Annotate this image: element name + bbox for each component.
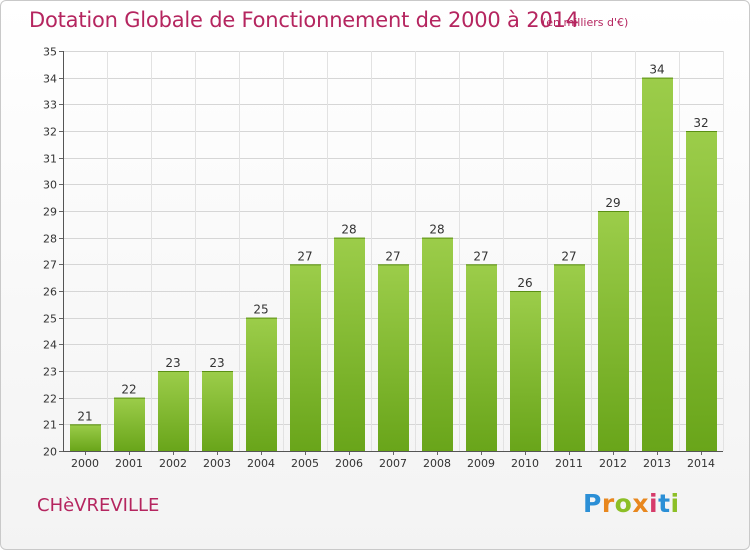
x-tick-label: 2009 xyxy=(467,457,495,470)
y-tick-label: 25 xyxy=(43,313,57,326)
y-tick-label: 30 xyxy=(43,179,57,192)
data-label: 34 xyxy=(649,63,664,77)
bar xyxy=(114,397,145,451)
bar xyxy=(202,371,233,451)
data-label: 27 xyxy=(473,249,488,263)
logo-letter: i xyxy=(670,489,680,518)
data-label: 29 xyxy=(605,196,620,210)
y-tick-label: 29 xyxy=(43,206,57,219)
y-tick-label: 34 xyxy=(43,73,57,86)
data-label: 28 xyxy=(429,223,444,237)
data-label: 22 xyxy=(121,383,136,397)
data-label: 32 xyxy=(693,116,708,130)
axes xyxy=(59,51,723,455)
x-tick-label: 2008 xyxy=(423,457,451,470)
bar xyxy=(70,424,101,451)
x-tick-label: 2001 xyxy=(115,457,143,470)
x-tick-label: 2011 xyxy=(555,457,583,470)
data-label: 27 xyxy=(385,249,400,263)
data-label: 27 xyxy=(297,249,312,263)
y-tick-label: 23 xyxy=(43,366,57,379)
y-tick-label: 32 xyxy=(43,126,57,139)
bar xyxy=(642,77,673,452)
logo-letter: x xyxy=(632,489,649,518)
y-tick-label: 20 xyxy=(43,446,57,459)
chart-title: Dotation Globale de Fonctionnement de 20… xyxy=(29,8,579,32)
x-tick-label: 2012 xyxy=(599,457,627,470)
y-tick-label: 35 xyxy=(43,46,57,59)
bar xyxy=(246,317,277,451)
x-tick-label: 2010 xyxy=(511,457,539,470)
x-tick-label: 2007 xyxy=(379,457,407,470)
logo-letter: P xyxy=(583,489,602,518)
data-label: 25 xyxy=(253,303,268,317)
logo-letter: r xyxy=(601,489,615,518)
data-label: 27 xyxy=(561,249,576,263)
y-tick-label: 33 xyxy=(43,99,57,112)
bar xyxy=(378,264,409,451)
logo-letter: t xyxy=(658,489,671,518)
x-tick-label: 2006 xyxy=(335,457,363,470)
bar xyxy=(598,211,629,451)
y-tick-label: 26 xyxy=(43,286,57,299)
proxiti-logo: Proxiti xyxy=(583,489,680,518)
y-tick-label: 31 xyxy=(43,153,57,166)
bar xyxy=(158,371,189,451)
y-tick-label: 27 xyxy=(43,259,57,272)
logo-letter: i xyxy=(649,489,659,518)
bar xyxy=(686,131,717,451)
x-tick-label: 2005 xyxy=(291,457,319,470)
y-tick-label: 22 xyxy=(43,393,57,406)
x-tick-label: 2014 xyxy=(687,457,715,470)
bar xyxy=(510,291,541,451)
data-label: 21 xyxy=(77,409,92,423)
data-label: 23 xyxy=(165,356,180,370)
data-label: 26 xyxy=(517,276,532,290)
logo-letter: o xyxy=(614,489,633,518)
bar xyxy=(334,237,365,451)
bar xyxy=(466,264,497,451)
x-tick-label: 2003 xyxy=(203,457,231,470)
labels: 20 21 22 23 24 25 26 27 28 29 30 31 32 33 34 35 21 2000 22… xyxy=(43,46,715,471)
commune-name: CHèVREVILLE xyxy=(37,495,160,516)
x-tick-label: 2013 xyxy=(643,457,671,470)
bars xyxy=(70,77,717,452)
y-tick-label: 21 xyxy=(43,419,57,432)
chart-unit: (en milliers d'€) xyxy=(542,16,629,29)
bar xyxy=(290,264,321,451)
y-tick-label: 28 xyxy=(43,233,57,246)
x-tick-label: 2002 xyxy=(159,457,187,470)
x-tick-label: 2004 xyxy=(247,457,275,470)
data-label: 23 xyxy=(209,356,224,370)
y-tick-label: 24 xyxy=(43,339,57,352)
data-label: 28 xyxy=(341,223,356,237)
bar xyxy=(422,237,453,451)
bar xyxy=(554,264,585,451)
x-tick-label: 2000 xyxy=(71,457,99,470)
